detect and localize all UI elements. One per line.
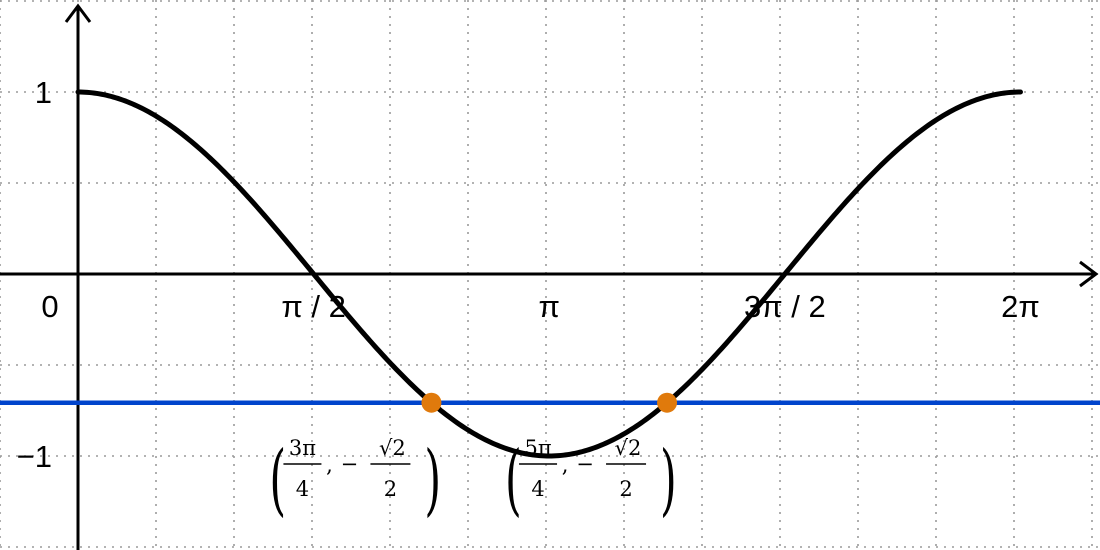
left-parenthesis: (: [269, 434, 286, 524]
axes: [0, 3, 1099, 550]
y-numerator: √2: [615, 436, 642, 460]
intersection-points: [421, 392, 678, 413]
y-sign: −: [341, 452, 359, 476]
right-parenthesis: ): [660, 434, 677, 524]
cosine-curve-group: [75, 89, 1023, 459]
right-parenthesis: ): [424, 434, 441, 524]
x-numerator: 3π: [289, 436, 316, 460]
comma: ,: [562, 453, 569, 477]
y-axis-arrow: [64, 3, 92, 23]
cosine-curve: [75, 89, 1023, 459]
y-numerator: √2: [379, 436, 406, 460]
intersection-point: [421, 392, 442, 413]
y-tick-label: −1: [17, 439, 52, 474]
y-tick-label: 1: [35, 75, 52, 110]
left-parenthesis: (: [505, 434, 522, 524]
y-sign: −: [576, 452, 594, 476]
intersection-point: [657, 392, 678, 413]
point-annotations: (3π4, −√22)(5π4, −√22): [269, 434, 676, 524]
y-denominator: 2: [619, 477, 632, 501]
x-denominator: 4: [296, 477, 309, 501]
point-coordinate-label: (5π 4, −√2 2): [505, 434, 677, 524]
point-coordinate-label: (3π 4, −√2 2): [269, 434, 441, 524]
y-denominator: 2: [384, 477, 397, 501]
x-axis-arrow: [1079, 260, 1099, 288]
x-tick-label: 0: [41, 289, 58, 324]
x-tick-label: π: [539, 289, 560, 324]
x-tick-label: 2π: [1001, 289, 1040, 324]
x-numerator: 5π: [524, 436, 551, 460]
comma: ,: [326, 453, 333, 477]
x-tick-label: π / 2: [281, 289, 345, 324]
x-denominator: 4: [531, 477, 544, 501]
